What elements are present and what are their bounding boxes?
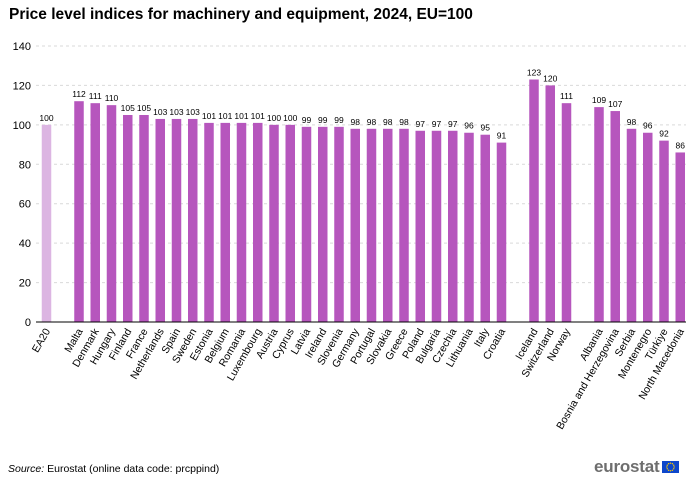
value-label: 97 bbox=[432, 119, 442, 129]
bar bbox=[610, 111, 620, 322]
y-tick-label: 140 bbox=[13, 41, 31, 53]
bar bbox=[123, 115, 133, 322]
value-label: 101 bbox=[202, 111, 216, 121]
value-label: 111 bbox=[560, 91, 573, 101]
bar bbox=[659, 140, 669, 322]
value-label: 98 bbox=[383, 117, 393, 127]
bar bbox=[480, 134, 490, 322]
eurostat-logo: eurostat bbox=[594, 457, 680, 477]
value-label: 98 bbox=[627, 117, 637, 127]
bar bbox=[399, 128, 409, 322]
source-text: Eurostat (online data code: prcppind) bbox=[44, 463, 220, 475]
eu-flag-icon bbox=[662, 461, 680, 473]
bar bbox=[106, 105, 117, 323]
bar bbox=[643, 132, 653, 322]
bar bbox=[220, 122, 230, 322]
category-labels: EA20 MaltaDenmarkHungaryFinlandFranceNeth… bbox=[30, 326, 687, 432]
y-tick-label: 20 bbox=[19, 278, 31, 290]
bar bbox=[301, 126, 312, 322]
value-label: 105 bbox=[121, 103, 135, 113]
value-label: 97 bbox=[416, 119, 426, 129]
value-label: 86 bbox=[676, 140, 686, 150]
bar bbox=[155, 118, 165, 322]
value-label: 98 bbox=[351, 117, 361, 127]
value-label: 98 bbox=[399, 117, 409, 127]
value-label: 91 bbox=[497, 131, 507, 141]
bar bbox=[675, 152, 685, 322]
bar bbox=[334, 126, 344, 322]
value-label: 96 bbox=[464, 121, 474, 131]
value-label: 95 bbox=[481, 123, 491, 133]
bar bbox=[285, 124, 295, 322]
bar bbox=[90, 103, 100, 323]
bar bbox=[496, 142, 507, 322]
logo-text: eurostat bbox=[594, 457, 660, 476]
value-label: 101 bbox=[234, 111, 248, 121]
bar bbox=[383, 128, 393, 322]
value-label: 103 bbox=[169, 107, 183, 117]
value-label: 109 bbox=[592, 95, 606, 105]
y-tick-label: 60 bbox=[19, 199, 31, 211]
bar bbox=[366, 128, 377, 322]
value-label: 112 bbox=[72, 89, 86, 99]
bar bbox=[415, 130, 425, 322]
y-axis-ticks: 0 20 40 60 80 100 120 140 bbox=[13, 41, 31, 329]
category-label: EA20 bbox=[30, 326, 53, 354]
bar bbox=[41, 124, 52, 322]
bar bbox=[561, 103, 572, 323]
gridlines bbox=[36, 45, 686, 284]
value-label: 99 bbox=[302, 115, 312, 125]
bar bbox=[529, 79, 539, 322]
value-label: 97 bbox=[448, 119, 458, 129]
value-label: 103 bbox=[153, 107, 167, 117]
value-label: 107 bbox=[608, 99, 622, 109]
y-tick-label: 80 bbox=[19, 159, 31, 171]
value-label: 99 bbox=[334, 115, 344, 125]
bar bbox=[626, 128, 637, 322]
bar bbox=[74, 101, 84, 322]
value-label: 111 bbox=[89, 91, 102, 101]
value-label: 105 bbox=[137, 103, 151, 113]
bar bbox=[448, 130, 458, 322]
source-label: Source: bbox=[8, 463, 45, 475]
bar bbox=[594, 107, 604, 322]
bar bbox=[204, 122, 214, 322]
y-tick-label: 120 bbox=[13, 80, 31, 92]
bar bbox=[545, 85, 555, 322]
bar bbox=[269, 124, 279, 322]
source-note: Source: Eurostat (online data code: prcp… bbox=[8, 463, 219, 475]
bar bbox=[171, 118, 182, 322]
bar bbox=[431, 130, 442, 322]
value-label: 101 bbox=[251, 111, 265, 121]
value-label: 101 bbox=[218, 111, 232, 121]
value-label: 103 bbox=[186, 107, 200, 117]
value-label: 100 bbox=[39, 113, 53, 123]
bar bbox=[188, 118, 198, 322]
y-tick-label: 40 bbox=[19, 238, 31, 250]
value-label: 123 bbox=[527, 68, 541, 78]
value-label: 92 bbox=[659, 129, 669, 139]
bar bbox=[236, 122, 247, 322]
y-tick-label: 100 bbox=[13, 120, 31, 132]
value-label: 110 bbox=[105, 93, 119, 103]
value-label: 120 bbox=[543, 73, 557, 83]
chart-title: Price level indices for machinery and eq… bbox=[9, 6, 473, 23]
value-label: 98 bbox=[367, 117, 377, 127]
value-label: 99 bbox=[318, 115, 328, 125]
value-label: 96 bbox=[643, 121, 653, 131]
bar bbox=[139, 115, 149, 322]
bar bbox=[350, 128, 360, 322]
value-label: 100 bbox=[283, 113, 297, 123]
bar bbox=[253, 122, 263, 322]
y-tick-label: 0 bbox=[25, 317, 31, 329]
bar bbox=[464, 132, 474, 322]
value-label: 100 bbox=[267, 113, 281, 123]
bar bbox=[318, 126, 328, 322]
bars bbox=[41, 79, 685, 323]
